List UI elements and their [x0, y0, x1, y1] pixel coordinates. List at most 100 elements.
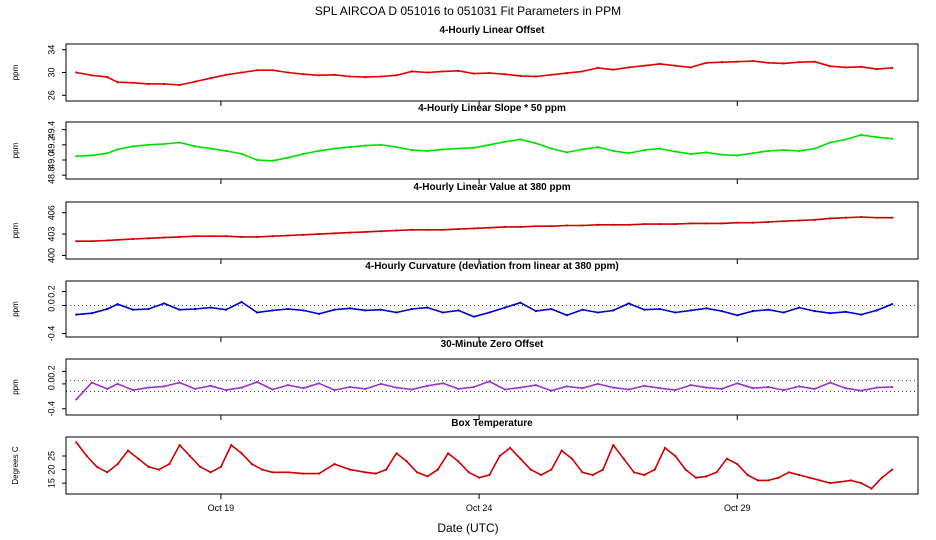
data-point	[720, 310, 723, 313]
data-point	[658, 62, 661, 65]
data-point	[348, 146, 352, 149]
data-point	[674, 223, 677, 226]
data-point	[147, 465, 150, 468]
data-point	[286, 471, 290, 474]
data-point	[689, 222, 692, 225]
panel-frame	[65, 121, 919, 180]
panel-title: 4-Hourly Curvature (deviation from linea…	[365, 261, 618, 272]
series-line	[75, 380, 893, 400]
data-point	[891, 216, 894, 219]
x-tick-label: Oct 24	[466, 503, 493, 513]
data-point	[194, 145, 197, 148]
data-point	[627, 388, 630, 391]
data-point	[426, 71, 429, 74]
y-tick-label: 34	[46, 45, 56, 55]
data-point	[689, 384, 692, 387]
data-point	[178, 83, 181, 87]
data-point	[472, 227, 475, 230]
data-point	[596, 311, 600, 314]
data-point	[627, 302, 630, 305]
data-point	[756, 479, 760, 482]
data-point	[106, 471, 109, 474]
data-point	[333, 389, 336, 392]
data-point	[472, 385, 475, 389]
data-point	[286, 234, 290, 237]
data-point	[612, 444, 615, 447]
data-point	[457, 387, 460, 390]
data-point	[333, 73, 336, 76]
data-point	[782, 311, 785, 314]
data-point	[860, 313, 863, 316]
data-point	[348, 231, 352, 234]
data-point	[581, 148, 584, 151]
panel-frame	[65, 280, 919, 338]
data-point	[860, 133, 863, 136]
data-point	[632, 471, 636, 474]
data-point	[348, 75, 352, 78]
data-point	[116, 148, 119, 151]
data-point	[844, 387, 847, 390]
data-point	[870, 487, 873, 490]
data-point	[333, 463, 336, 466]
data-point	[106, 76, 109, 79]
data-point	[519, 301, 522, 304]
panels: 4-Hourly Linear Offset263034ppm4-Hourly …	[11, 25, 919, 499]
data-point	[829, 65, 832, 68]
data-point	[230, 444, 233, 447]
data-point	[441, 311, 444, 314]
data-point	[875, 216, 878, 219]
data-point	[302, 152, 305, 155]
data-point	[478, 476, 481, 479]
y-tick-label: 49.2	[46, 136, 56, 154]
data-point	[798, 149, 801, 152]
data-point	[364, 309, 367, 312]
data-point	[813, 387, 816, 390]
y-tick-label: -0.4	[46, 401, 56, 417]
data-point	[705, 222, 708, 225]
data-point	[364, 76, 367, 79]
data-point	[891, 66, 894, 69]
data-point	[317, 233, 321, 236]
data-point	[178, 381, 181, 384]
data-point	[457, 69, 460, 72]
data-point	[601, 468, 605, 471]
data-point	[472, 315, 475, 318]
data-point	[612, 149, 615, 152]
data-point	[875, 309, 878, 312]
data-point	[441, 382, 444, 385]
data-point	[106, 239, 109, 242]
data-point	[818, 479, 822, 482]
data-point	[891, 385, 894, 389]
panel-frame	[65, 436, 919, 495]
data-point	[333, 232, 336, 235]
y-tick-label: -0.4	[46, 326, 56, 342]
data-point	[519, 225, 522, 228]
data-point	[75, 313, 78, 316]
data-point	[348, 385, 352, 389]
data-point	[163, 82, 166, 85]
data-point	[178, 444, 181, 447]
data-point	[653, 468, 656, 471]
data-point	[116, 382, 119, 385]
data-point	[720, 387, 723, 390]
data-point	[844, 310, 847, 313]
data-point	[441, 228, 444, 231]
data-point	[225, 389, 228, 392]
data-point	[333, 147, 336, 150]
data-point	[209, 471, 212, 474]
data-point	[286, 156, 290, 159]
data-point	[503, 140, 506, 143]
data-point	[767, 220, 770, 224]
data-point	[689, 66, 692, 69]
data-point	[725, 457, 729, 460]
data-point	[736, 463, 739, 466]
data-point	[317, 382, 321, 385]
data-point	[798, 473, 801, 477]
data-point	[880, 476, 884, 479]
data-point	[787, 471, 791, 474]
data-point	[106, 307, 109, 311]
data-point	[271, 235, 274, 238]
data-point	[550, 468, 553, 471]
data-point	[813, 310, 816, 313]
